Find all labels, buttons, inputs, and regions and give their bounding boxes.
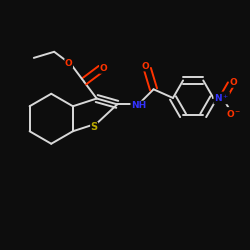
Text: N$^+$: N$^+$ [214, 92, 230, 104]
Text: O$^-$: O$^-$ [226, 108, 241, 118]
Text: O: O [230, 78, 237, 87]
Text: O: O [65, 59, 72, 68]
Text: NH: NH [131, 101, 146, 110]
Text: O: O [141, 62, 149, 71]
Text: S: S [90, 122, 98, 132]
Text: O: O [100, 64, 107, 73]
